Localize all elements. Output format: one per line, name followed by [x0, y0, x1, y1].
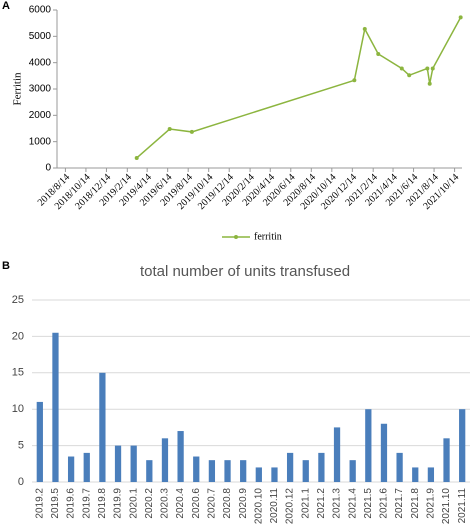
bar	[380, 423, 388, 482]
y-axis-title: Ferritin	[12, 72, 24, 105]
marker	[399, 66, 404, 71]
y-tick-label: 0	[18, 476, 24, 488]
x-tick-label: 2020.3	[160, 488, 171, 519]
x-tick-label: 2021.6	[379, 488, 390, 519]
y-tick-label: 1000	[29, 136, 52, 147]
marker	[425, 66, 430, 71]
marker	[427, 81, 432, 86]
bar	[99, 372, 106, 482]
x-tick-label: 2020.11	[269, 488, 280, 524]
x-tick-label: 2021.9	[426, 488, 437, 519]
x-tick-label: 2020.9	[238, 488, 249, 519]
bar	[333, 427, 341, 482]
marker	[362, 26, 367, 31]
x-tick-label: 2021.10	[441, 488, 452, 525]
bar	[240, 460, 247, 482]
panel-label: B	[2, 260, 10, 272]
chart-title: total number of units transfused	[140, 263, 350, 280]
x-tick-label: 2019.2	[34, 488, 45, 519]
x-tick-label: 2021.3	[332, 488, 343, 519]
x-tick-label: 2020.1	[128, 488, 139, 519]
y-tick-label: 15	[12, 367, 24, 379]
bar	[161, 438, 169, 482]
panel-label: A	[2, 0, 10, 12]
x-tick-label: 2020.6	[191, 488, 202, 519]
x-tick-label: 2021.8	[410, 488, 421, 519]
x-tick-label: 2019.8	[97, 488, 108, 519]
marker	[376, 51, 381, 56]
x-tick-label: 2020.8	[222, 488, 233, 519]
bar	[83, 452, 90, 482]
x-tick-label: 2020.7	[207, 488, 218, 519]
marker	[407, 73, 412, 78]
y-tick-label: 10	[12, 403, 24, 415]
x-tick-label: 2020.10	[253, 488, 264, 525]
bar	[36, 401, 43, 482]
bar	[271, 467, 278, 482]
marker	[189, 129, 194, 134]
bar	[146, 460, 153, 482]
y-tick-label: 25	[12, 294, 24, 306]
bar	[412, 467, 419, 482]
bar	[318, 452, 325, 482]
x-tick-label: 2021.11	[457, 488, 468, 524]
x-tick-label: 2021.7	[394, 488, 405, 519]
x-tick-label: 2020.12	[285, 488, 296, 525]
bar	[224, 460, 231, 482]
bar	[302, 460, 309, 482]
bar	[193, 456, 200, 482]
bar	[52, 332, 59, 482]
x-tick-label: 2021.2	[316, 488, 327, 519]
y-tick-label: 5	[18, 440, 24, 452]
y-tick-label: 20	[12, 330, 24, 342]
legend-label: ferritin	[254, 231, 282, 242]
line	[136, 17, 462, 159]
bar	[130, 445, 137, 482]
bar	[114, 445, 122, 482]
bar	[349, 460, 356, 482]
y-tick-label: 5000	[29, 31, 52, 42]
x-tick-label: 2021.4	[347, 488, 358, 519]
bar	[427, 467, 435, 482]
x-tick-label: 2021.1	[300, 488, 311, 519]
y-tick-label: 6000	[29, 5, 52, 16]
bar	[286, 452, 294, 482]
x-tick-label: 2020.2	[144, 488, 155, 519]
bar	[177, 431, 184, 482]
x-tick-label: 2021.5	[363, 488, 374, 519]
y-tick-label: 0	[45, 163, 51, 174]
bar	[208, 460, 216, 482]
x-tick-label: 2019.9	[113, 488, 124, 519]
y-tick-label: 3000	[29, 84, 52, 95]
marker	[458, 15, 463, 20]
bar	[459, 409, 466, 482]
marker	[430, 66, 435, 71]
marker	[134, 155, 139, 160]
bar	[396, 452, 403, 482]
marker	[167, 127, 172, 132]
bar	[255, 467, 262, 482]
bar	[67, 456, 75, 482]
bar	[443, 438, 450, 482]
x-tick-label: 2019.5	[50, 488, 61, 519]
x-tick-label: 2020.4	[175, 488, 186, 519]
legend-marker	[234, 235, 238, 239]
y-tick-label: 4000	[29, 57, 52, 68]
x-tick-label: 2019.7	[81, 488, 92, 519]
marker	[352, 78, 357, 83]
x-tick-label: 2019.6	[66, 488, 77, 519]
bar	[365, 409, 372, 482]
y-tick-label: 2000	[29, 110, 52, 121]
